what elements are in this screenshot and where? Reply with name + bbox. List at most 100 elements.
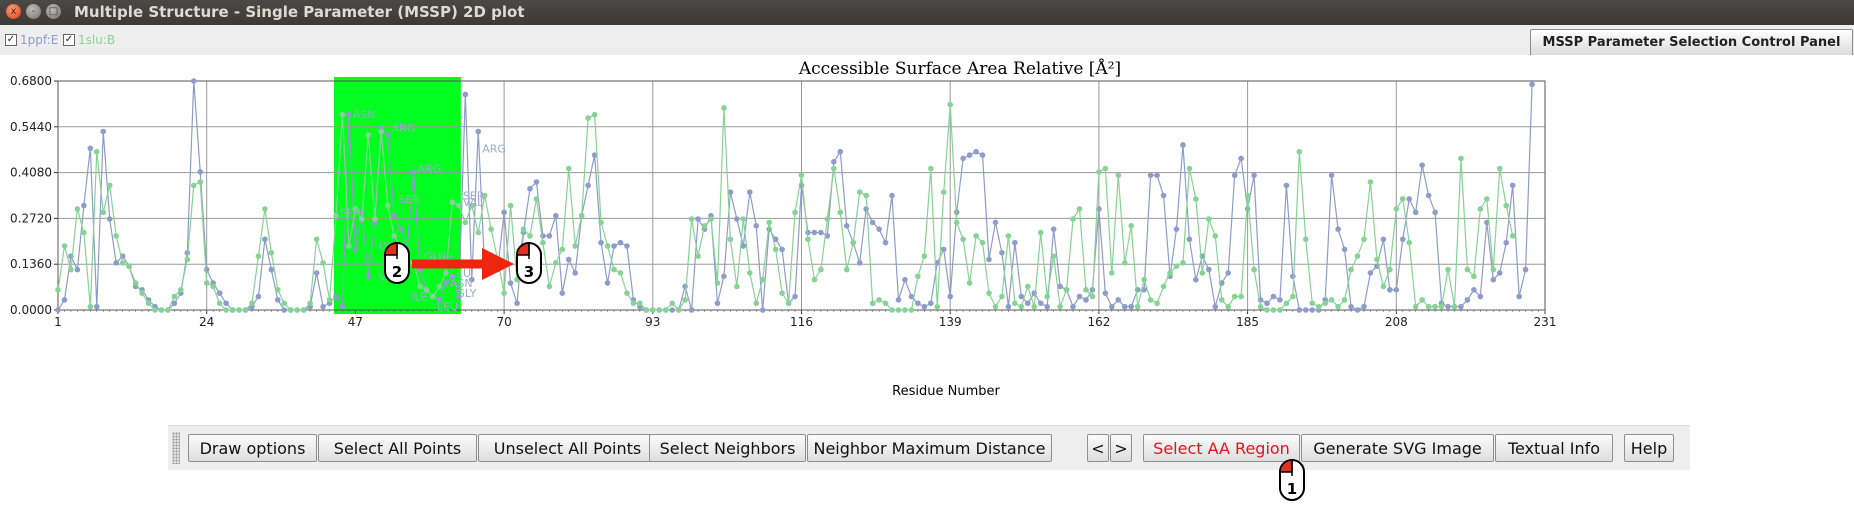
data-point[interactable] <box>61 243 68 249</box>
data-point[interactable] <box>766 219 772 226</box>
data-point[interactable] <box>1348 303 1354 310</box>
data-point[interactable] <box>190 78 197 84</box>
data-point[interactable] <box>1283 300 1290 307</box>
data-point[interactable] <box>1270 293 1277 300</box>
data-point[interactable] <box>533 179 540 185</box>
data-point[interactable] <box>598 219 604 226</box>
data-point[interactable] <box>843 223 850 229</box>
data-point[interactable] <box>1464 297 1471 303</box>
data-point[interactable] <box>734 216 740 222</box>
data-point[interactable] <box>999 293 1005 300</box>
plot-area[interactable]: 1 24 47 70 93 116 139 162 185 208 231 0.0000 0.1360 0… <box>10 74 1556 329</box>
data-point[interactable] <box>1115 172 1122 179</box>
data-point[interactable] <box>1218 297 1225 303</box>
data-point[interactable] <box>1302 307 1309 313</box>
data-point[interactable] <box>384 202 391 209</box>
data-point[interactable] <box>255 293 262 300</box>
data-point[interactable] <box>1173 226 1180 232</box>
data-point[interactable] <box>313 270 320 276</box>
data-point[interactable] <box>275 286 281 293</box>
data-point[interactable] <box>1154 300 1160 307</box>
data-point[interactable] <box>397 226 404 232</box>
data-point[interactable] <box>190 182 197 189</box>
data-point[interactable] <box>992 303 999 310</box>
data-point[interactable] <box>197 179 204 185</box>
data-point[interactable] <box>714 300 721 307</box>
data-point[interactable] <box>1005 303 1012 310</box>
data-point[interactable] <box>1432 209 1438 216</box>
data-point[interactable] <box>1393 206 1400 212</box>
data-point[interactable] <box>55 307 61 313</box>
data-point[interactable] <box>604 243 611 249</box>
data-point[interactable] <box>966 152 973 158</box>
data-point[interactable] <box>578 212 585 219</box>
data-point[interactable] <box>333 293 339 300</box>
data-point[interactable] <box>1341 297 1348 303</box>
data-point[interactable] <box>973 233 979 239</box>
data-point[interactable] <box>714 280 721 286</box>
data-point[interactable] <box>1231 293 1238 300</box>
data-point[interactable] <box>333 212 339 219</box>
data-point[interactable] <box>1225 303 1232 310</box>
data-point[interactable] <box>1264 300 1270 307</box>
data-point[interactable] <box>1070 303 1076 310</box>
data-point[interactable] <box>772 246 779 253</box>
select-neighbors-button[interactable]: Select Neighbors <box>649 434 806 462</box>
data-point[interactable] <box>746 270 753 276</box>
data-point[interactable] <box>1477 293 1484 300</box>
data-point[interactable] <box>921 253 928 259</box>
data-point[interactable] <box>268 266 275 273</box>
data-point[interactable] <box>55 286 61 293</box>
data-point[interactable] <box>1057 303 1063 310</box>
data-point[interactable] <box>1206 266 1212 273</box>
data-point[interactable] <box>753 300 760 307</box>
data-point[interactable] <box>171 300 178 307</box>
data-point[interactable] <box>831 159 837 165</box>
select-all-points-button[interactable]: Select All Points <box>318 434 477 462</box>
data-point[interactable] <box>1354 253 1361 259</box>
data-point[interactable] <box>339 111 346 118</box>
data-point[interactable] <box>753 223 760 229</box>
data-point[interactable] <box>178 286 184 293</box>
data-point[interactable] <box>591 111 598 118</box>
data-point[interactable] <box>527 233 533 239</box>
data-point[interactable] <box>811 276 818 283</box>
data-point[interactable] <box>1496 165 1503 172</box>
data-point[interactable] <box>1296 148 1303 155</box>
data-point[interactable] <box>249 300 255 307</box>
data-point[interactable] <box>456 202 462 209</box>
data-point[interactable] <box>262 206 268 212</box>
data-point[interactable] <box>1374 256 1380 263</box>
data-point[interactable] <box>656 307 663 313</box>
data-point[interactable] <box>708 216 714 222</box>
data-point[interactable] <box>100 209 107 216</box>
data-point[interactable] <box>1290 293 1296 300</box>
data-point[interactable] <box>93 303 100 310</box>
data-point[interactable] <box>928 300 934 307</box>
data-point[interactable] <box>1348 266 1354 273</box>
parameter-control-panel-button[interactable]: MSSP Parameter Selection Control Panel <box>1530 29 1853 56</box>
data-point[interactable] <box>611 243 617 249</box>
data-point[interactable] <box>1141 286 1147 293</box>
data-point[interactable] <box>947 293 953 300</box>
data-point[interactable] <box>960 155 966 162</box>
data-point[interactable] <box>203 280 210 286</box>
data-point[interactable] <box>74 266 81 273</box>
data-point[interactable] <box>902 307 908 313</box>
data-point[interactable] <box>1206 216 1212 222</box>
data-point[interactable] <box>1387 266 1393 273</box>
data-point[interactable] <box>242 307 249 313</box>
data-point[interactable] <box>1387 286 1393 293</box>
data-point[interactable] <box>585 115 591 121</box>
data-point[interactable] <box>630 300 637 307</box>
data-point[interactable] <box>624 290 630 296</box>
data-point[interactable] <box>126 263 132 270</box>
data-point[interactable] <box>210 283 216 290</box>
data-point[interactable] <box>940 189 947 195</box>
data-point[interactable] <box>1361 303 1367 310</box>
data-point[interactable] <box>223 307 229 313</box>
data-point[interactable] <box>281 300 288 307</box>
data-point[interactable] <box>74 206 81 212</box>
data-point[interactable] <box>1160 192 1167 199</box>
data-point[interactable] <box>158 307 165 313</box>
